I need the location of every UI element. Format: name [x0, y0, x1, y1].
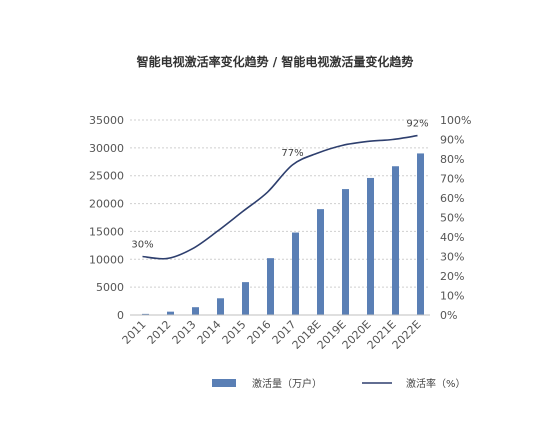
y-right-tick-label: 70%: [440, 173, 464, 186]
y-right-tick-label: 80%: [440, 153, 464, 166]
bar: [392, 166, 399, 315]
legend-swatch-bar: [212, 379, 236, 387]
bar: [417, 153, 424, 315]
y-right-tick-label: 60%: [440, 192, 464, 205]
activation-rate-line: [142, 134, 418, 260]
bar: [317, 209, 324, 315]
y-left-tick-label: 35000: [89, 114, 124, 127]
axes: 0 5000 10000 15000 20000 25000 30000 35000 0% 10%…: [89, 114, 471, 352]
y-left-tick-label: 30000: [89, 142, 124, 155]
y-left-tick-label: 0: [117, 309, 124, 322]
bar: [342, 189, 349, 315]
y-left-tick-label: 20000: [89, 198, 124, 211]
bar: [367, 177, 374, 315]
bar: [292, 232, 299, 315]
bar: [267, 258, 274, 315]
y-left-tick-label: 5000: [96, 281, 124, 294]
legend: 激活量（万户） 激活率（%）: [212, 377, 466, 390]
x-tick-label: 2014: [195, 318, 224, 347]
x-tick-label: 2015: [220, 318, 249, 347]
y-right-tick-label: 30%: [440, 251, 464, 264]
y-right-tick-label: 20%: [440, 270, 464, 283]
bar: [192, 307, 199, 315]
y-right-tick-label: 90%: [440, 134, 464, 147]
y-left-tick-label: 10000: [89, 253, 124, 266]
line-series: 30% 77% 92%: [131, 119, 429, 260]
x-tick-label: 2011: [120, 318, 149, 347]
y-left-tick-label: 25000: [89, 170, 124, 183]
y-right-tick-label: 100%: [440, 114, 471, 127]
data-label: 92%: [406, 119, 428, 130]
x-tick-label: 2013: [170, 318, 199, 347]
y-right-tick-label: 50%: [440, 212, 464, 225]
bar: [142, 313, 149, 315]
legend-label-bar: 激活量（万户）: [252, 377, 322, 390]
bar: [167, 311, 174, 315]
chart-title: 智能电视激活率变化趋势 / 智能电视激活量变化趋势: [136, 54, 414, 69]
bar: [217, 298, 224, 315]
bar-series: [142, 153, 424, 315]
gridlines: [130, 119, 430, 288]
bar: [242, 282, 249, 315]
y-right-tick-label: 0%: [440, 309, 457, 322]
data-label: 77%: [281, 148, 303, 159]
y-right-tick-label: 40%: [440, 231, 464, 244]
x-tick-label: 2012: [145, 318, 174, 347]
y-left-tick-label: 15000: [89, 225, 124, 238]
x-tick-label: 2016: [245, 318, 274, 347]
data-label: 30%: [131, 240, 153, 251]
x-tick-label: 2022E: [390, 318, 424, 352]
y-right-tick-label: 10%: [440, 290, 464, 303]
legend-label-line: 激活率（%）: [406, 377, 466, 390]
